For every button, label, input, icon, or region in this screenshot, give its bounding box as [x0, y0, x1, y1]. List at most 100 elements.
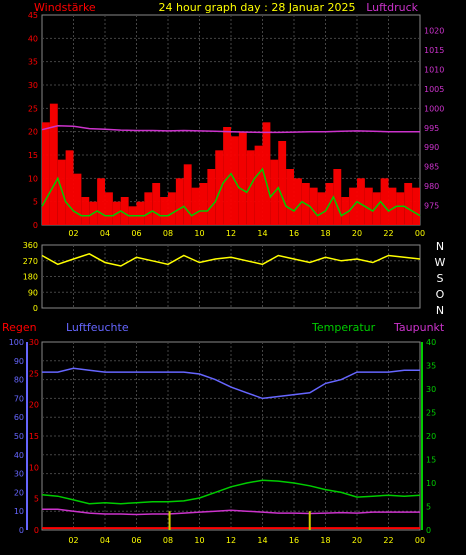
- wind-tick-label: 10: [28, 174, 38, 183]
- humidity-axis-title: Luftfeuchte: [66, 321, 129, 334]
- gust-bar: [238, 131, 247, 225]
- gust-bar: [380, 178, 389, 225]
- humidity-tick-label: 0: [19, 526, 24, 535]
- gust-bar: [73, 173, 82, 225]
- gust-bar: [65, 150, 74, 225]
- humidity-tick-label: 70: [14, 394, 24, 403]
- wind-tick-label: 25: [28, 104, 38, 113]
- wind-tick-label: 30: [28, 81, 38, 90]
- temperature-tick-label: 15: [426, 456, 436, 465]
- pressure-tick-label: 1020: [424, 27, 444, 36]
- temperature-tick-label: 10: [426, 479, 436, 488]
- direction-tick-label: 360: [23, 241, 38, 250]
- temperature-line: [41, 479, 421, 505]
- climate-x-tick-label: 06: [131, 536, 141, 545]
- wind-tick-label: 0: [33, 221, 38, 230]
- humidity-tick-label: 50: [14, 432, 24, 441]
- pressure-tick-label: 995: [424, 124, 439, 133]
- rain-axis-title: Regen: [2, 321, 37, 334]
- gust-bar: [136, 201, 145, 225]
- direction-label-w: W: [435, 256, 446, 269]
- gust-bar: [97, 178, 105, 225]
- climate-x-tick-label: 20: [352, 536, 362, 545]
- gust-bar: [81, 197, 90, 225]
- wind-tick-label: 40: [28, 34, 38, 43]
- humidity-tick-label: 20: [14, 488, 24, 497]
- humidity-tick-label: 40: [14, 451, 24, 460]
- humidity-tick-label: 10: [14, 507, 24, 516]
- humidity-tick-label: 90: [14, 357, 24, 366]
- wind-x-tick-label: 02: [68, 229, 78, 238]
- rain-tick-label: 10: [29, 463, 39, 472]
- gust-bar: [396, 192, 405, 225]
- climate-x-tick-label: 16: [289, 536, 299, 545]
- wind-x-tick-label: 06: [131, 229, 141, 238]
- gust-bar: [152, 183, 161, 225]
- rain-tick-label: 5: [34, 495, 39, 504]
- temperature-tick-label: 5: [426, 503, 431, 512]
- direction-tick-label: 180: [23, 273, 38, 282]
- climate-x-tick-label: 00: [415, 536, 425, 545]
- humidity-tick-label: 80: [14, 376, 24, 385]
- direction-label-o: O: [436, 288, 445, 301]
- direction-line: [41, 252, 421, 267]
- pressure-axis-title: Luftdruck: [366, 1, 418, 14]
- humidity-tick-label: 100: [9, 338, 24, 347]
- wind-x-tick-label: 14: [257, 229, 267, 238]
- wind-x-tick-label: 22: [383, 229, 393, 238]
- direction-label-n-top: N: [436, 240, 444, 253]
- climate-x-tick-label: 04: [100, 536, 110, 545]
- pressure-tick-label: 975: [424, 202, 439, 211]
- temperature-tick-label: 40: [426, 338, 436, 347]
- wind-tick-label: 5: [33, 198, 38, 207]
- direction-tick-label: 0: [33, 304, 38, 313]
- wind-x-tick-label: 16: [289, 229, 299, 238]
- gust-bar: [294, 178, 302, 225]
- humidity-tick-label: 60: [14, 413, 24, 422]
- pressure-tick-label: 1005: [424, 85, 444, 94]
- gust-bar: [223, 127, 231, 225]
- gust-bar: [333, 169, 342, 225]
- gust-bar: [199, 183, 208, 225]
- gust-bar: [388, 187, 397, 225]
- gust-bar: [262, 122, 271, 225]
- gust-bar: [412, 187, 420, 225]
- dewpoint-line: [42, 508, 420, 516]
- direction-tick-label: 90: [28, 288, 38, 297]
- direction-label-s: S: [437, 272, 444, 285]
- wind-x-tick-label: 00: [415, 229, 425, 238]
- pressure-tick-label: 990: [424, 143, 439, 152]
- gust-bar: [160, 197, 168, 225]
- climate-x-tick-label: 08: [163, 536, 173, 545]
- wind-x-tick-label: 04: [100, 229, 110, 238]
- temperature-tick-label: 35: [426, 362, 436, 371]
- temperature-tick-label: 20: [426, 432, 436, 441]
- wind-tick-label: 20: [28, 128, 38, 137]
- climate-x-tick-label: 02: [68, 536, 78, 545]
- wind-x-tick-label: 18: [320, 229, 330, 238]
- gust-bar: [42, 122, 50, 225]
- humidity-tick-label: 30: [14, 470, 24, 479]
- gust-bar: [120, 197, 129, 225]
- rain-tick-label: 30: [29, 338, 39, 347]
- wind-x-tick-label: 08: [163, 229, 173, 238]
- gust-bar: [364, 187, 373, 225]
- direction-tick-label: 270: [23, 257, 38, 266]
- pressure-tick-label: 980: [424, 182, 439, 191]
- gust-bar: [404, 183, 413, 225]
- temperature-tick-label: 30: [426, 385, 436, 394]
- climate-x-tick-label: 18: [320, 536, 330, 545]
- wind-average-line: [41, 167, 421, 217]
- gust-bar: [246, 150, 255, 225]
- wind-x-tick-label: 20: [352, 229, 362, 238]
- wind-tick-label: 35: [28, 58, 38, 67]
- pressure-tick-label: 1000: [424, 104, 444, 113]
- direction-label-n-bottom: N: [436, 304, 444, 317]
- rain-tick-label: 25: [29, 369, 39, 378]
- dewpoint-axis-title: Taupunkt: [393, 321, 445, 334]
- gust-bar: [317, 192, 326, 225]
- gust-bar: [183, 164, 192, 225]
- gust-bar: [105, 192, 113, 225]
- climate-x-tick-label: 14: [257, 536, 267, 545]
